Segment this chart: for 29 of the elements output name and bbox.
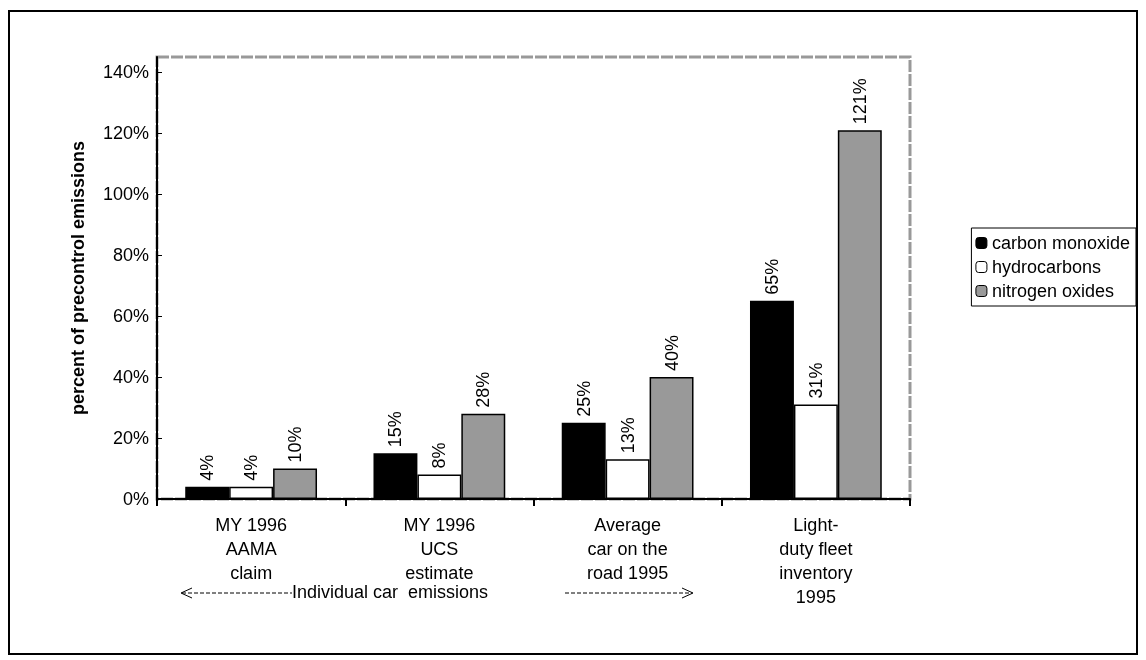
- data-label: 121%: [849, 78, 870, 125]
- x-tick-label: Average car on the road 1995: [587, 515, 669, 583]
- data-label: 25%: [573, 380, 594, 417]
- y-tick-label: 140%: [102, 62, 149, 83]
- x-tick-label: MY 1996 UCS estimate: [403, 515, 476, 583]
- data-label: 31%: [805, 362, 826, 399]
- y-tick-label: 40%: [112, 367, 149, 388]
- legend-label: nitrogen oxides: [991, 281, 1115, 301]
- data-label: 15%: [385, 411, 406, 448]
- y-tick-label: 20%: [112, 428, 149, 449]
- y-tick-label: 60%: [112, 306, 149, 327]
- y-tick-label: 80%: [112, 245, 149, 266]
- text: Individual car emissions: [292, 582, 489, 602]
- y-axis-title: percent of precontrol emissions: [68, 140, 88, 416]
- y-tick-label: 100%: [102, 184, 149, 205]
- data-label: 65%: [761, 258, 782, 295]
- data-label: 40%: [661, 335, 682, 372]
- x-tick-label: MY 1996 AAMA claim: [215, 515, 287, 583]
- data-label: 13%: [617, 417, 638, 454]
- x-tick-label: Light- duty fleet inventory 1995: [779, 515, 853, 607]
- data-label: 8%: [429, 442, 450, 469]
- data-label: 28%: [473, 371, 494, 408]
- y-tick-label: 0%: [122, 489, 149, 509]
- data-label: 4%: [197, 454, 218, 481]
- data-label: 10%: [285, 426, 306, 463]
- data-label: 4%: [241, 454, 262, 481]
- legend-label: carbon monoxide: [991, 233, 1131, 253]
- legend-label: hydrocarbons: [991, 257, 1101, 277]
- y-tick-label: 120%: [102, 123, 149, 144]
